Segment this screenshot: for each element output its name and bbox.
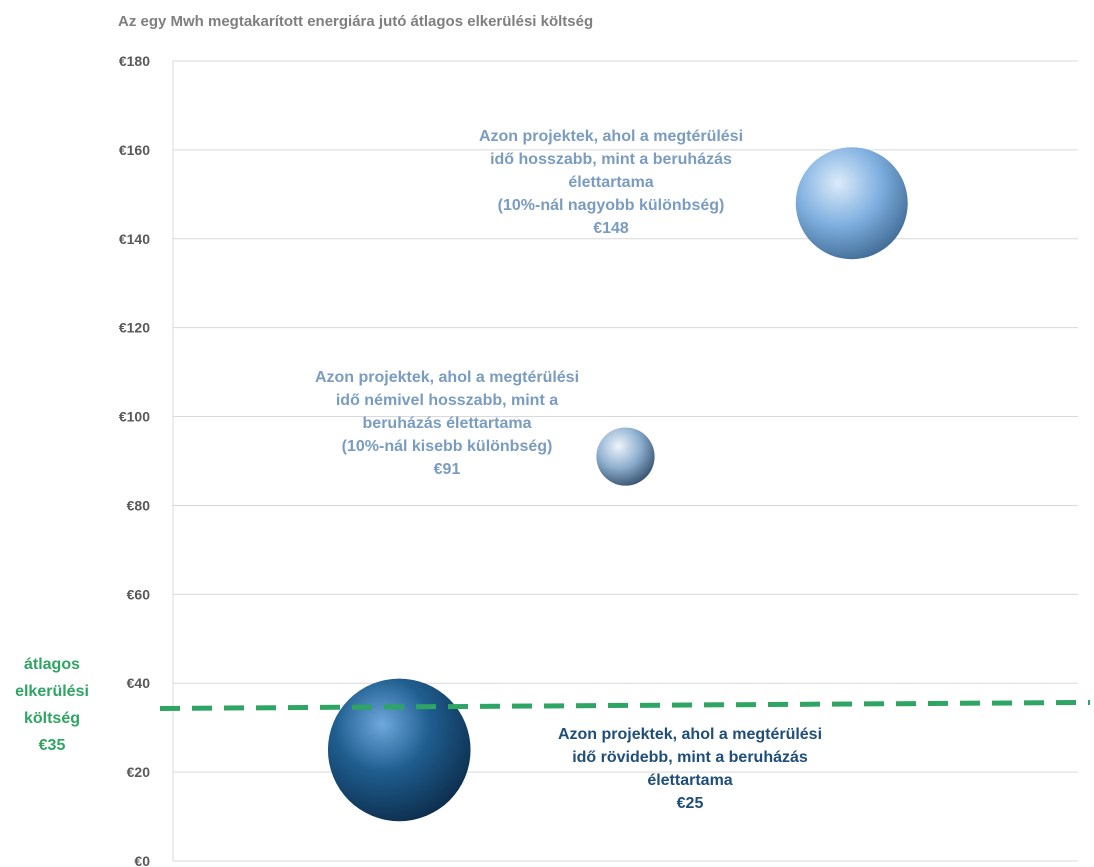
y-tick-label: €80 [127, 497, 151, 513]
y-tick-label: €180 [119, 53, 150, 69]
y-axis-ticks: €0 €20 €40 €60 €80 €100 €120 €140 €160 €180 [119, 53, 150, 867]
y-tick-label: €140 [119, 231, 150, 247]
y-tick-label: €40 [127, 675, 151, 691]
y-tick-label: €120 [119, 320, 150, 336]
bubble-annotation: Azon projektek, ahol a megtérülési idő ho… [479, 128, 743, 237]
y-tick-label: €100 [119, 409, 150, 425]
average-reference-line [159, 699, 1091, 711]
bubble-annotation: Azon projektek, ahol a megtérülési idő né… [315, 369, 579, 478]
gridlines [172, 60, 1078, 862]
bubble-annotation: Azon projektek, ahol a megtérülési idő rö… [558, 726, 822, 812]
bubbles [327, 147, 908, 822]
y-tick-label: €60 [127, 586, 151, 602]
y-tick-label: €160 [119, 142, 150, 158]
bubble-point [596, 427, 655, 486]
chart-title: Az egy Mwh megtakarított energiára jutó … [118, 13, 593, 30]
reference-line-group: átlagos elkerülési költség €35 [15, 656, 1091, 754]
annotations: Azon projektek, ahol a megtérülési idő rö… [315, 128, 822, 812]
bubble-point [795, 147, 908, 260]
bubble-point [327, 678, 471, 822]
y-tick-label: €20 [127, 764, 151, 780]
reference-line-label: átlagos elkerülési költség €35 [15, 656, 89, 754]
y-tick-label: €0 [134, 853, 150, 867]
